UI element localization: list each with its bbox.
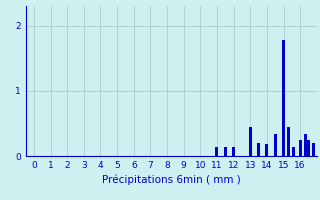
Bar	[249, 127, 252, 156]
Bar	[312, 143, 315, 156]
Bar	[265, 144, 268, 156]
Bar	[292, 147, 295, 156]
Bar	[232, 147, 235, 156]
Bar	[224, 147, 227, 156]
Bar	[304, 134, 307, 156]
Bar	[215, 147, 219, 156]
Bar	[299, 140, 302, 156]
Bar	[287, 127, 290, 156]
Bar	[307, 140, 310, 156]
Bar	[257, 143, 260, 156]
Bar	[282, 40, 285, 156]
Bar	[274, 134, 277, 156]
X-axis label: Précipitations 6min ( mm ): Précipitations 6min ( mm )	[102, 174, 241, 185]
